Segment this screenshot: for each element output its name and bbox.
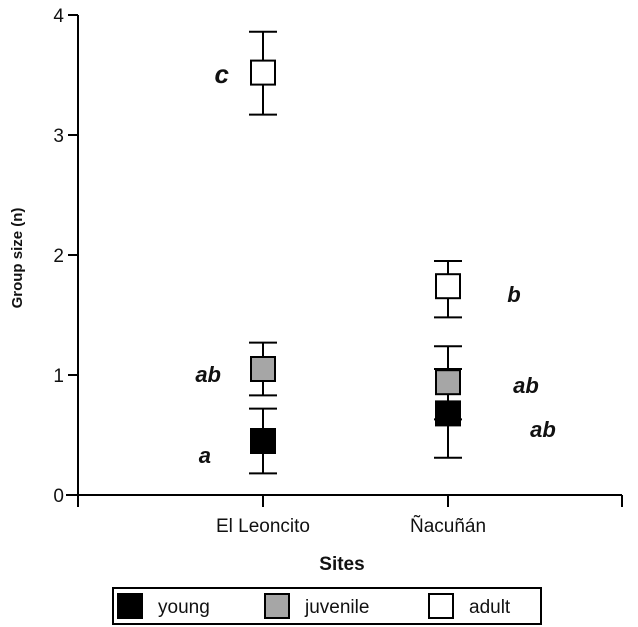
significance-letter: b — [507, 282, 520, 307]
y-ticks: 0 1 2 3 4 — [53, 6, 78, 507]
legend-label-adult: adult — [469, 597, 511, 618]
marker-juvenile — [435, 369, 461, 396]
legend-swatch-young — [117, 593, 143, 619]
legend-box — [112, 587, 542, 625]
y-tick-label: 1 — [53, 366, 64, 387]
data-markers — [250, 59, 461, 454]
marker-young — [250, 428, 276, 454]
legend-label-juvenile: juvenile — [304, 597, 369, 618]
y-tick-label: 4 — [53, 6, 64, 27]
significance-letter: a — [199, 443, 211, 468]
significance-letter: ab — [530, 417, 556, 442]
error-bars — [249, 30, 462, 475]
significance-letter: ab — [195, 362, 221, 387]
legend-swatch-adult — [428, 593, 454, 619]
x-ticks: El Leoncito Ñacuñán — [216, 495, 623, 537]
significance-letters: a ab ab ab c b — [195, 59, 556, 468]
axes — [66, 15, 622, 507]
legend: young juvenile adult — [112, 587, 542, 625]
x-tick-label: El Leoncito — [216, 516, 310, 537]
y-tick-label: 3 — [53, 126, 64, 147]
marker-adult — [435, 273, 461, 300]
marker-young — [435, 400, 461, 427]
significance-letter: c — [215, 59, 230, 89]
legend-swatch-juvenile — [264, 593, 290, 619]
y-tick-label: 2 — [53, 246, 64, 267]
marker-juvenile — [250, 356, 276, 382]
legend-label-young: young — [158, 597, 210, 618]
y-axis-title: Group size (n) — [9, 208, 26, 309]
marker-adult — [250, 59, 276, 86]
x-tick-label: Ñacuñán — [410, 515, 486, 537]
significance-letter: ab — [513, 373, 539, 398]
y-tick-label: 0 — [53, 486, 64, 507]
x-axis-title: Sites — [319, 554, 364, 575]
